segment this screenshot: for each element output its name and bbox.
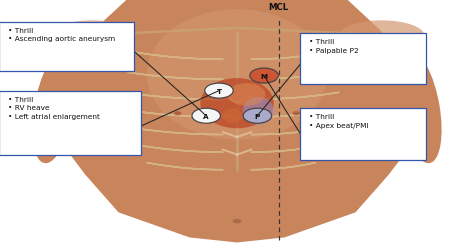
Text: • Thrill
• Palpable P2: • Thrill • Palpable P2 [309, 39, 358, 54]
Text: • Thrill
• Ascending aortic aneurysm: • Thrill • Ascending aortic aneurysm [8, 28, 115, 42]
Ellipse shape [32, 52, 77, 164]
Text: M: M [260, 73, 268, 79]
FancyBboxPatch shape [0, 91, 141, 155]
Ellipse shape [397, 52, 442, 164]
Text: MCL: MCL [269, 3, 289, 12]
Text: • Thrill
• Apex beat/PMI: • Thrill • Apex beat/PMI [309, 114, 368, 128]
Circle shape [174, 112, 182, 116]
Ellipse shape [213, 0, 261, 40]
Circle shape [250, 69, 278, 84]
Circle shape [243, 109, 272, 124]
FancyBboxPatch shape [300, 34, 426, 85]
Ellipse shape [204, 0, 270, 8]
Text: P: P [255, 113, 260, 119]
Ellipse shape [228, 84, 265, 106]
PathPatch shape [52, 0, 422, 242]
Text: • Thrill
• RV heave
• Left atrial enlargement: • Thrill • RV heave • Left atrial enlarg… [8, 96, 100, 120]
FancyBboxPatch shape [300, 109, 426, 160]
FancyBboxPatch shape [0, 22, 134, 71]
Text: A: A [203, 113, 209, 119]
Circle shape [205, 84, 233, 99]
Ellipse shape [223, 109, 242, 124]
Circle shape [233, 219, 241, 224]
Circle shape [292, 112, 300, 116]
Ellipse shape [339, 21, 424, 51]
Ellipse shape [147, 10, 327, 140]
Circle shape [192, 109, 220, 124]
Ellipse shape [243, 98, 274, 125]
Ellipse shape [200, 79, 274, 129]
Text: T: T [217, 88, 221, 94]
Ellipse shape [50, 21, 135, 51]
